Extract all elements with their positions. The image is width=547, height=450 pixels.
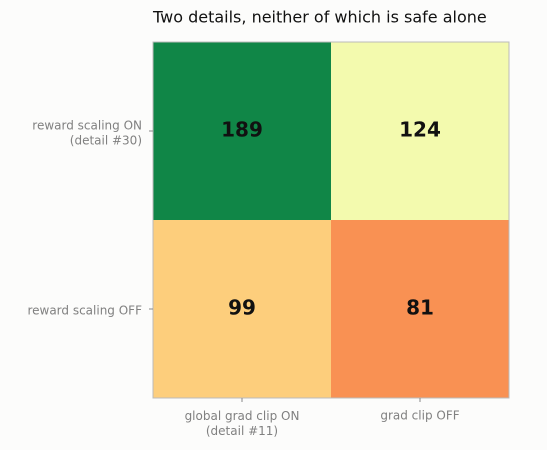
y-tick-label: reward scaling ON (detail #30) bbox=[32, 118, 142, 147]
y-tick-label: reward scaling OFF bbox=[27, 304, 142, 318]
x-tick-label: global grad clip ON (detail #11) bbox=[185, 409, 300, 438]
heatmap-cell bbox=[331, 42, 509, 220]
heatmap-cell bbox=[153, 42, 331, 220]
cell-label: 189 bbox=[221, 118, 263, 142]
x-tick-label: grad clip OFF bbox=[380, 409, 459, 423]
cell-label: 81 bbox=[406, 296, 434, 320]
plot-frame bbox=[152, 41, 510, 399]
cell-label: 124 bbox=[399, 118, 441, 142]
cell-label: 99 bbox=[228, 296, 256, 320]
chart-title: Two details, neither of which is safe al… bbox=[152, 8, 487, 27]
heatmap-cell bbox=[153, 220, 331, 398]
heatmap-cell bbox=[331, 220, 509, 398]
